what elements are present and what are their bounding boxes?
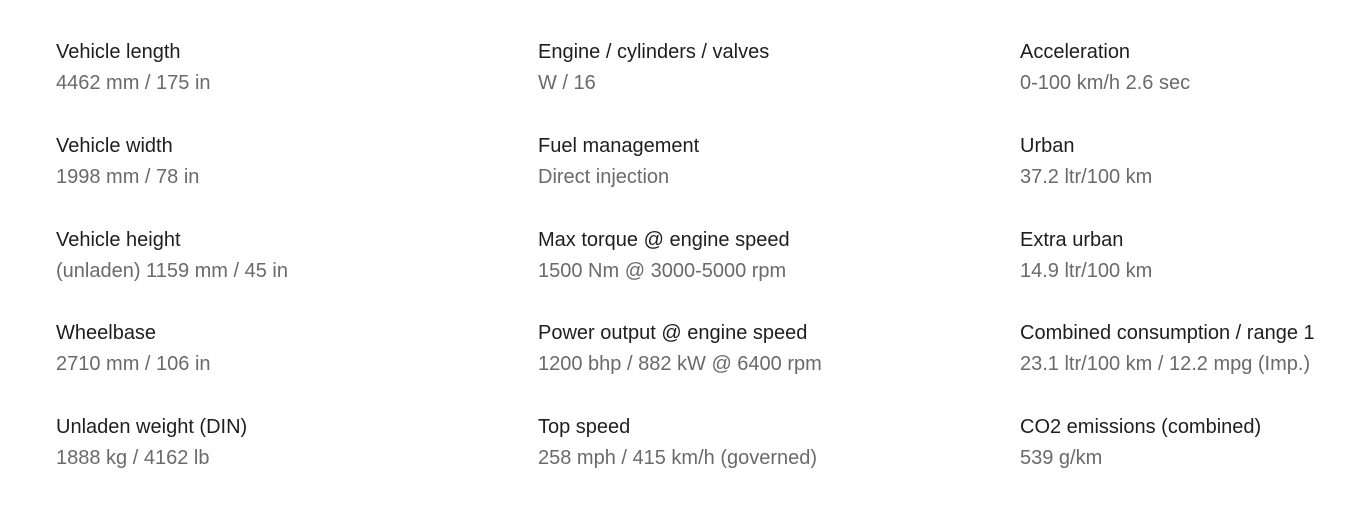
- spec-value: W / 16: [538, 72, 596, 94]
- spec-label: Vehicle width: [56, 134, 173, 157]
- spec-extra-urban-consumption: Extra urban 14.9 ltr/100 km: [1020, 228, 1315, 322]
- spec-top-speed: Top speed 258 mph / 415 km/h (governed): [538, 415, 822, 509]
- spec-acceleration: Acceleration 0-100 km/h 2.6 sec: [1020, 40, 1315, 134]
- spec-label: Unladen weight (DIN): [56, 416, 248, 438]
- spec-value: 37.2 ltr/100 km: [1020, 165, 1153, 188]
- spec-label: Power output @ engine speed: [538, 322, 808, 345]
- spec-vehicle-height: Vehicle height (unladen) 1159 mm / 45 in: [56, 228, 288, 322]
- spec-value: 2710 mm / 106 in: [56, 353, 211, 376]
- spec-label: Urban: [1020, 134, 1075, 157]
- spec-value: 23.1 ltr/100 km / 12.2 mpg (Imp.): [1020, 353, 1311, 376]
- specs-column-engine: Engine / cylinders / valves W / 16 Fuel …: [538, 40, 822, 509]
- spec-value: 539 g/km: [1020, 447, 1103, 469]
- spec-value: 0-100 km/h 2.6 sec: [1020, 72, 1191, 94]
- spec-value: 1500 Nm @ 3000-5000 rpm: [538, 259, 787, 282]
- spec-label: Wheelbase: [56, 322, 157, 345]
- spec-value: (unladen) 1159 mm / 45 in: [56, 259, 288, 282]
- spec-label: Max torque @ engine speed: [538, 228, 790, 251]
- spec-label: CO2 emissions (combined): [1020, 416, 1262, 438]
- spec-label: Vehicle height: [56, 228, 181, 251]
- spec-label: Extra urban: [1020, 228, 1124, 251]
- technical-specs-grid: Vehicle length 4462 mm / 175 in Vehicle …: [56, 40, 1351, 480]
- spec-vehicle-length: Vehicle length 4462 mm / 175 in: [56, 40, 288, 134]
- spec-value: 1998 mm / 78 in: [56, 165, 200, 188]
- spec-fuel-management: Fuel management Direct injection: [538, 134, 822, 228]
- specs-column-dimensions: Vehicle length 4462 mm / 175 in Vehicle …: [56, 40, 288, 509]
- spec-value: 4462 mm / 175 in: [56, 72, 211, 94]
- spec-vehicle-width: Vehicle width 1998 mm / 78 in: [56, 134, 288, 228]
- spec-engine-cylinders-valves: Engine / cylinders / valves W / 16: [538, 40, 822, 134]
- spec-label: Engine / cylinders / valves: [538, 41, 770, 63]
- spec-combined-consumption: Combined consumption / range 1 23.1 ltr/…: [1020, 321, 1315, 415]
- spec-value: 1200 bhp / 882 kW @ 6400 rpm: [538, 353, 822, 376]
- spec-power-output: Power output @ engine speed 1200 bhp / 8…: [538, 321, 822, 415]
- spec-value: 14.9 ltr/100 km: [1020, 259, 1153, 282]
- spec-urban-consumption: Urban 37.2 ltr/100 km: [1020, 134, 1315, 228]
- spec-label: Top speed: [538, 416, 631, 438]
- spec-value: 1888 kg / 4162 lb: [56, 447, 210, 469]
- spec-label: Combined consumption / range 1: [1020, 322, 1315, 345]
- spec-value: Direct injection: [538, 165, 670, 188]
- specs-column-performance: Acceleration 0-100 km/h 2.6 sec Urban 37…: [1020, 40, 1315, 509]
- spec-label: Acceleration: [1020, 41, 1131, 63]
- spec-max-torque: Max torque @ engine speed 1500 Nm @ 3000…: [538, 228, 822, 322]
- spec-wheelbase: Wheelbase 2710 mm / 106 in: [56, 321, 288, 415]
- spec-label: Vehicle length: [56, 41, 181, 63]
- spec-unladen-weight: Unladen weight (DIN) 1888 kg / 4162 lb: [56, 415, 288, 509]
- spec-co2-emissions: CO2 emissions (combined) 539 g/km: [1020, 415, 1315, 509]
- spec-label: Fuel management: [538, 134, 700, 157]
- spec-value: 258 mph / 415 km/h (governed): [538, 447, 818, 469]
